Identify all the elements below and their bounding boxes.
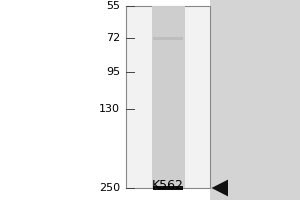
Bar (153, 186, 183, 190)
Polygon shape (212, 180, 228, 196)
Bar (126, 6, 210, 188)
Text: 72: 72 (106, 33, 120, 43)
Text: 250: 250 (99, 183, 120, 193)
Bar (153, 37, 183, 40)
Bar (0, 0, 210, 200)
Bar (152, 6, 184, 188)
Text: K562: K562 (152, 179, 184, 192)
Text: 95: 95 (106, 67, 120, 77)
Text: 55: 55 (106, 1, 120, 11)
Text: 130: 130 (99, 104, 120, 114)
